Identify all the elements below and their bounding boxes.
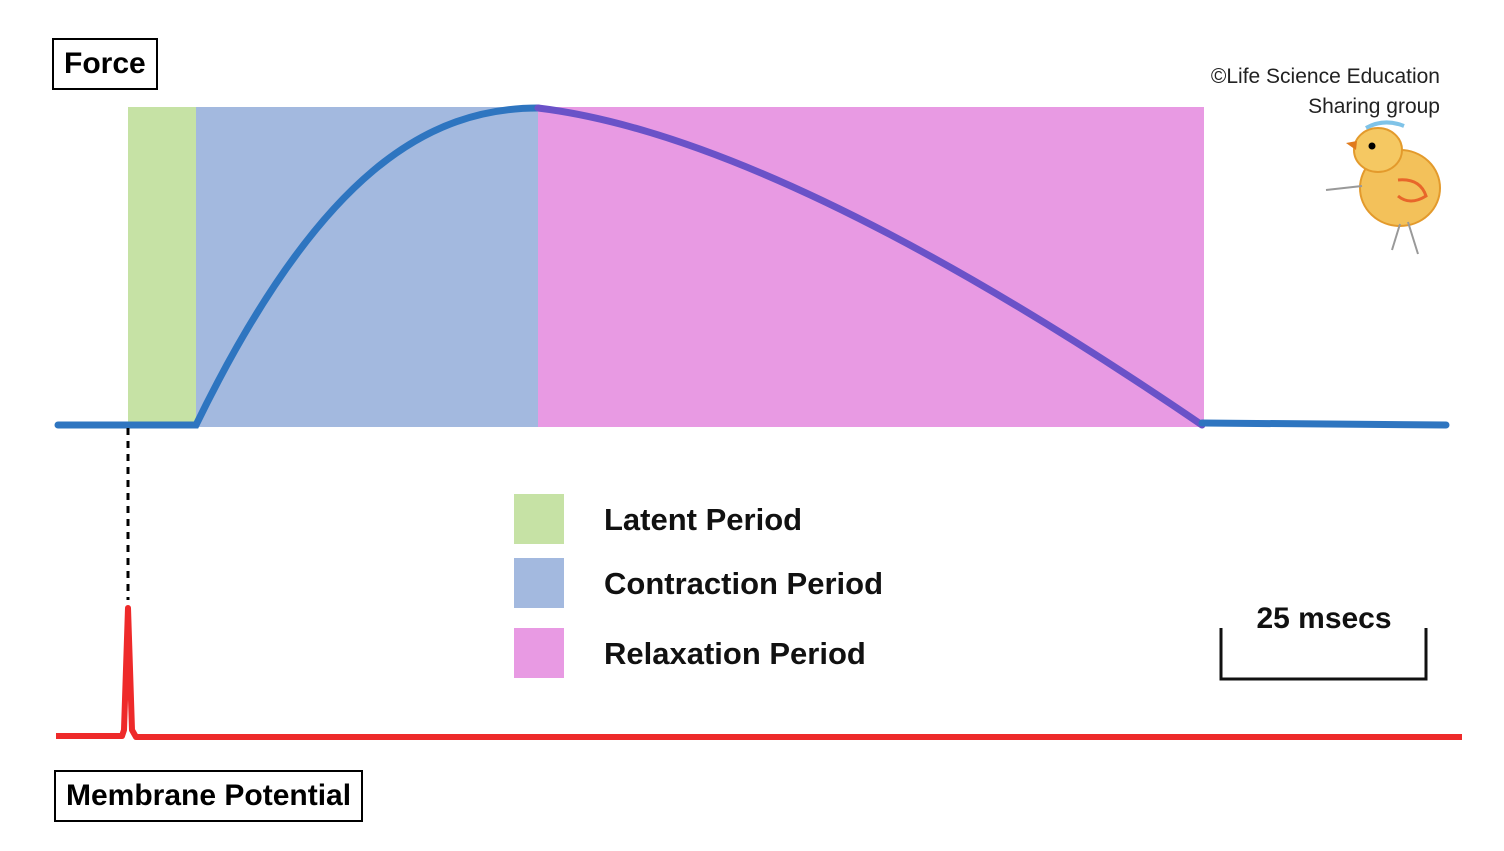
legend-item-relaxation: Relaxation Period <box>514 628 1014 678</box>
force-axis-label: Force <box>52 38 158 90</box>
legend-swatch-contraction <box>514 558 564 608</box>
legend-item-contraction: Contraction Period <box>514 558 1014 608</box>
chick-icon <box>1325 120 1441 255</box>
legend-swatch-relaxation <box>514 628 564 678</box>
copyright-line-2: Sharing group <box>1308 95 1440 118</box>
contraction-period-region <box>196 107 538 427</box>
membrane-potential-axis-label: Membrane Potential <box>54 770 364 822</box>
force-relaxation-trace <box>534 104 1206 429</box>
latent-period-region <box>128 107 196 427</box>
legend-label-relaxation: Relaxation Period <box>604 636 866 671</box>
legend-label-latent: Latent Period <box>604 502 803 537</box>
scale-bar-label: 25 msecs <box>1256 602 1392 635</box>
copyright-line-1: ©Life Science Education <box>1210 65 1440 88</box>
legend-label-contraction: Contraction Period <box>604 566 884 601</box>
scale-bar <box>1219 628 1428 681</box>
legend-item-latent: Latent Period <box>514 494 1014 544</box>
membrane-potential-trace <box>56 605 1462 740</box>
force-trace <box>54 104 542 429</box>
legend-swatch-latent <box>514 494 564 544</box>
relaxation-period-region <box>538 107 1204 427</box>
copyright-notice: ©Life Science Education Sharing group <box>1211 62 1440 122</box>
force-baseline-tail <box>1198 419 1450 429</box>
